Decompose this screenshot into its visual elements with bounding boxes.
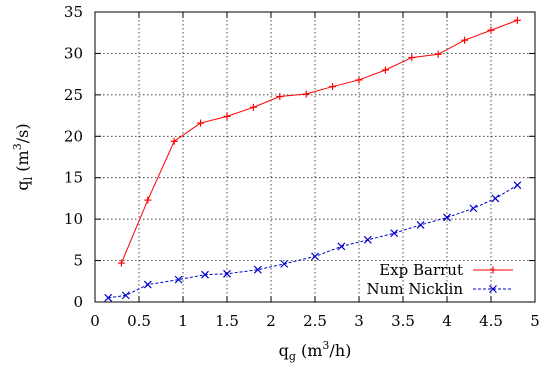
x-tick-label: 1 bbox=[178, 312, 188, 330]
legend-marker bbox=[489, 266, 497, 274]
data-point bbox=[201, 270, 209, 279]
legend-marker bbox=[489, 285, 497, 293]
data-point bbox=[434, 50, 442, 58]
data-point bbox=[355, 76, 363, 84]
series-layer bbox=[104, 16, 522, 302]
data-point bbox=[337, 242, 346, 251]
data-point bbox=[276, 93, 284, 101]
data-point bbox=[513, 16, 521, 24]
x-tick-label: 4.5 bbox=[479, 312, 503, 330]
data-point bbox=[513, 181, 522, 190]
x-tick-label: 3 bbox=[354, 312, 364, 330]
axis-ticks: 0 0.5 1 1.5 2 2.5 3 3.5 4 4.5 5 0 5 10 15 20 25 30 35 bbox=[64, 3, 540, 330]
data-point bbox=[302, 90, 310, 98]
data-point bbox=[461, 36, 469, 44]
data-point bbox=[311, 252, 319, 261]
data-point bbox=[104, 293, 113, 302]
y-tick-label: 10 bbox=[64, 210, 83, 228]
x-tick-label: 3.5 bbox=[391, 312, 415, 330]
y-tick-label: 15 bbox=[64, 169, 83, 187]
x-tick-label: 4 bbox=[442, 312, 452, 330]
data-point bbox=[174, 275, 183, 284]
data-point bbox=[253, 265, 262, 274]
data-point bbox=[469, 204, 478, 213]
data-point bbox=[170, 137, 178, 145]
legend-label: Exp Barrut bbox=[379, 261, 463, 279]
x-tick-label: 2.5 bbox=[303, 312, 327, 330]
y-tick-label: 20 bbox=[64, 127, 83, 145]
data-point bbox=[491, 194, 500, 203]
data-point bbox=[390, 229, 399, 238]
data-point bbox=[487, 26, 495, 34]
x-axis-label: qg (m3/h) bbox=[279, 339, 352, 363]
y-tick-label: 35 bbox=[64, 3, 83, 21]
data-point bbox=[381, 66, 389, 74]
x-tick-label: 0.5 bbox=[127, 312, 151, 330]
data-point bbox=[121, 291, 130, 300]
data-point bbox=[143, 280, 152, 289]
data-point bbox=[197, 119, 205, 127]
data-point bbox=[416, 221, 425, 229]
x-tick-label: 2 bbox=[266, 312, 276, 330]
y-axis-label: ql (m3/s) bbox=[11, 123, 35, 190]
series-line bbox=[120, 19, 518, 264]
data-point bbox=[329, 83, 337, 91]
data-point bbox=[223, 269, 231, 278]
x-tick-label: 5 bbox=[530, 312, 540, 330]
x-tick-label: 0 bbox=[90, 312, 100, 330]
data-point bbox=[117, 259, 125, 267]
grid-lines bbox=[95, 12, 535, 302]
y-tick-label: 30 bbox=[64, 44, 83, 62]
x-tick-label: 1.5 bbox=[215, 312, 239, 330]
y-tick-label: 25 bbox=[64, 86, 83, 104]
data-point bbox=[363, 235, 372, 244]
data-point bbox=[144, 196, 152, 204]
data-point bbox=[443, 213, 451, 222]
legend-label: Num Nicklin bbox=[367, 280, 464, 298]
data-point bbox=[249, 103, 257, 111]
data-point bbox=[280, 259, 289, 268]
y-tick-label: 5 bbox=[73, 252, 83, 270]
y-tick-label: 0 bbox=[73, 293, 83, 311]
data-point bbox=[408, 54, 416, 62]
data-point bbox=[223, 112, 231, 120]
